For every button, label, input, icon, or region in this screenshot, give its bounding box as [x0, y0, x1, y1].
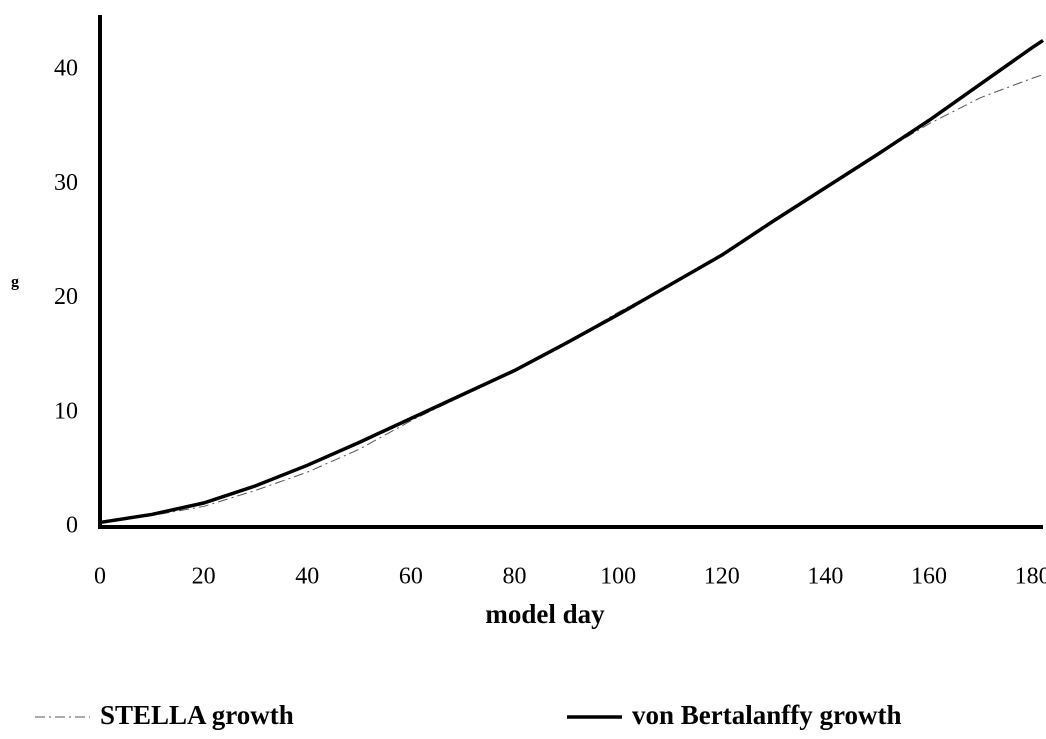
x-tick-label: 100	[600, 564, 636, 590]
series-line	[99, 38, 1044, 525]
y-tick-label: 10	[54, 398, 78, 424]
legend-label: STELLA growth	[100, 700, 294, 730]
x-tick-label: 120	[704, 564, 740, 590]
x-tick-label: 60	[399, 564, 423, 590]
x-tick-label: 180	[1015, 564, 1046, 590]
y-tick-label: 20	[54, 284, 78, 310]
x-tick-label: 140	[807, 564, 843, 590]
series-line	[99, 74, 1044, 523]
x-tick-label: 80	[503, 564, 527, 590]
x-tick-label: 40	[295, 564, 319, 590]
x-tick-label: 20	[192, 564, 216, 590]
x-axis-label: model day	[485, 599, 605, 629]
y-tick-label: 0	[66, 513, 78, 539]
y-tick-label: 40	[54, 56, 78, 82]
x-tick-label: 160	[911, 564, 947, 590]
legend-label: von Bertalanffy growth	[632, 700, 902, 730]
y-axis-label: g	[11, 274, 19, 291]
y-tick-label: 30	[54, 170, 78, 196]
x-tick-label: 0	[94, 564, 106, 590]
